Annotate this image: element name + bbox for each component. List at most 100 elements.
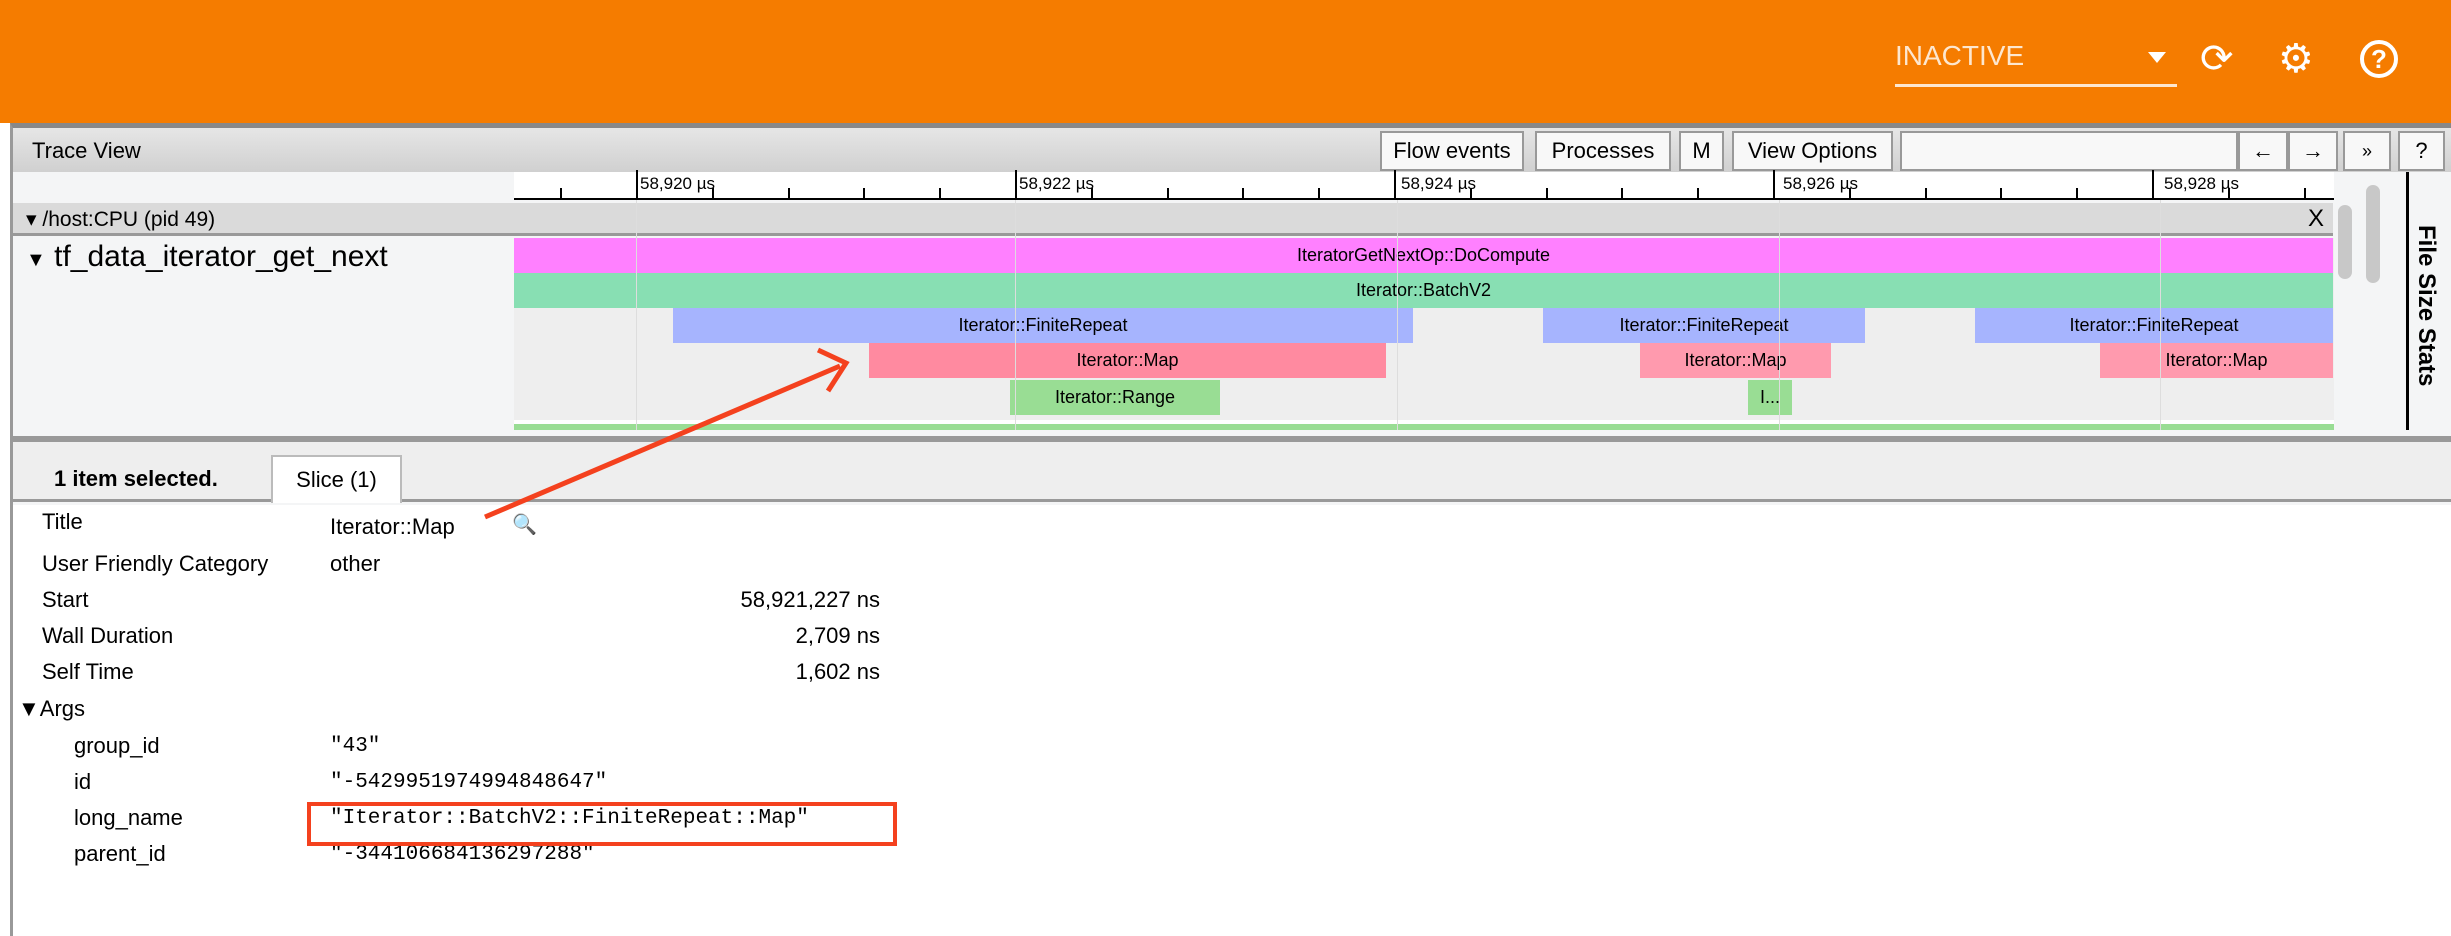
minor-tick <box>1318 188 1321 198</box>
tick-label: 58,924 µs <box>1401 174 1477 193</box>
minor-tick <box>1090 188 1093 198</box>
minor-tick <box>1242 188 1245 198</box>
trace-slice[interactable]: Iterator::FiniteRepeat <box>673 308 1413 343</box>
analysis-tab-bar <box>13 442 2451 502</box>
title-value: Iterator::Map <box>330 514 455 539</box>
time-ruler[interactable]: 58,920 µs 58,922 µs 58,924 µs 58,926 µs 58,9… <box>514 170 2334 200</box>
minor-tick <box>711 188 714 198</box>
trace-slice[interactable]: Iterator::Map <box>869 343 1386 378</box>
arg-key: group_id <box>74 733 160 758</box>
minor-tick <box>939 188 942 198</box>
track-name: tf_data_iterator_get_next <box>54 240 388 273</box>
tab-slice[interactable]: Slice (1) <box>271 455 402 503</box>
minor-tick <box>2303 188 2306 198</box>
processes-button[interactable]: Processes <box>1535 131 1671 171</box>
trace-slice[interactable]: I... <box>1748 380 1792 415</box>
file-size-stats-tab[interactable]: File Size Stats <box>2413 225 2440 387</box>
trace-slice[interactable]: Iterator::BatchV2 <box>514 273 2333 308</box>
process-header[interactable] <box>13 203 2333 236</box>
arg-value: "43" <box>330 735 381 758</box>
minor-tick <box>2076 188 2079 198</box>
trace-slice[interactable]: Iterator::Map <box>2100 343 2333 378</box>
metadata-button[interactable]: M <box>1679 131 1724 171</box>
selection-summary: 1 item selected. <box>54 466 218 491</box>
wall-duration-value: 2,709 ns <box>795 623 880 648</box>
gridline <box>1779 200 1780 430</box>
minor-tick <box>1924 188 1927 198</box>
trace-slice[interactable]: Iterator::Map <box>1640 343 1831 378</box>
gridline <box>1015 200 1016 430</box>
arrow-head <box>816 347 850 393</box>
arg-key: long_name <box>74 805 183 830</box>
collapse-icon[interactable]: ▼ <box>26 249 46 271</box>
major-tick <box>1773 170 1775 198</box>
tick-label: 58,920 µs <box>640 174 716 193</box>
minor-tick <box>2227 188 2230 198</box>
minor-tick <box>560 188 563 198</box>
highlight-box <box>307 802 897 846</box>
trace-slice[interactable]: IteratorGetNextOp::DoCompute <box>514 238 2333 273</box>
self-time-value: 1,602 ns <box>795 659 880 684</box>
settings-gear-icon[interactable]: ⚙ <box>2278 37 2314 81</box>
minor-tick <box>1545 188 1548 198</box>
search-magnifier-icon[interactable]: 🔍 <box>512 514 537 536</box>
search-input[interactable] <box>1900 131 2238 171</box>
tick-label: 58,926 µs <box>1783 174 1859 193</box>
start-value: 58,921,227 ns <box>740 587 880 612</box>
status-select-underline <box>1895 84 2177 87</box>
gridline <box>1397 200 1398 430</box>
track-scrollbar[interactable] <box>2338 205 2352 279</box>
help-icon[interactable]: ? <box>2360 40 2398 78</box>
slice-details <box>13 505 2451 936</box>
gridline <box>636 200 637 430</box>
side-panel <box>2406 172 2451 430</box>
expand-button[interactable]: » <box>2343 131 2391 171</box>
minor-tick <box>1469 188 1472 198</box>
minor-tick <box>787 188 790 198</box>
minor-tick <box>1697 188 1700 198</box>
help-button[interactable]: ? <box>2398 131 2445 171</box>
trace-slice[interactable]: Iterator::FiniteRepeat <box>1543 308 1865 343</box>
dropdown-arrow-icon[interactable] <box>2148 52 2166 63</box>
minor-tick <box>2000 188 2003 198</box>
start-label: Start <box>42 587 89 612</box>
trace-slice[interactable]: Iterator::FiniteRepeat <box>1975 308 2333 343</box>
arrow-shaft <box>484 363 841 520</box>
args-toggle[interactable]: ▼Args <box>18 696 86 721</box>
process-name: /host:CPU (pid 49) <box>42 208 216 231</box>
trace-view-title: Trace View <box>32 138 141 163</box>
minor-tick <box>1848 188 1851 198</box>
trace-slice[interactable]: Iterator::Range <box>1010 380 1220 415</box>
status-select-value[interactable]: INACTIVE <box>1895 40 2025 71</box>
minor-tick <box>1166 188 1169 198</box>
major-tick <box>1394 170 1396 198</box>
arg-value: "Iterator::BatchV2::FiniteRepeat::Map" <box>330 807 809 830</box>
title-label: Title <box>42 509 83 534</box>
category-value: other <box>330 551 381 576</box>
gridline <box>2160 200 2161 430</box>
arg-value: "-344106684136297288" <box>330 843 595 866</box>
wall-duration-label: Wall Duration <box>42 623 174 648</box>
tick-label: 58,928 µs <box>2164 174 2240 193</box>
prev-result-button[interactable]: ← <box>2238 131 2288 171</box>
tick-label: 58,922 µs <box>1019 174 1095 193</box>
track-label[interactable]: ▼ tf_data_iterator_get_next <box>26 240 388 274</box>
minor-tick <box>863 188 866 198</box>
major-tick <box>2152 170 2154 198</box>
track-label-area <box>13 238 514 430</box>
major-tick <box>1015 170 1017 198</box>
slice-strip[interactable] <box>514 424 2334 430</box>
close-process-button[interactable]: X <box>2308 205 2325 232</box>
process-label[interactable]: ▾ /host:CPU (pid 49) <box>26 208 216 231</box>
minor-tick <box>1621 188 1624 198</box>
arg-key: parent_id <box>74 841 166 866</box>
panel-splitter[interactable] <box>13 436 2451 442</box>
view-options-button[interactable]: View Options <box>1732 131 1893 171</box>
refresh-icon[interactable]: ⟳ <box>2200 37 2234 81</box>
arg-value: "-5429951974994848647" <box>330 771 608 794</box>
timeline-scrollbar[interactable] <box>2366 185 2380 283</box>
next-result-button[interactable]: → <box>2288 131 2338 171</box>
arg-key: id <box>74 769 92 794</box>
flow-events-button[interactable]: Flow events <box>1380 131 1524 171</box>
